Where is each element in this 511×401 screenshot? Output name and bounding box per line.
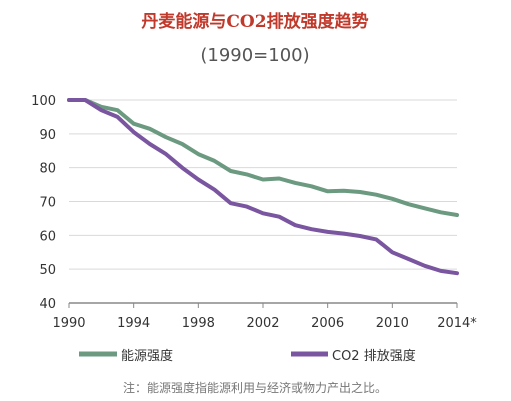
y-tick-label: 100 <box>31 94 56 109</box>
y-tick-label: 80 <box>39 162 56 177</box>
chart-title: 丹麦能源与CO2排放强度趋势 <box>141 11 368 32</box>
x-tick-label: 1994 <box>117 316 150 331</box>
x-tick-label: 2010 <box>376 316 409 331</box>
x-tick-label: 2006 <box>311 316 344 331</box>
y-tick-label: 70 <box>39 196 56 211</box>
co2-intensity-line <box>67 98 459 276</box>
chart-subtitle: (1990=100) <box>200 45 309 66</box>
y-tick-label: 50 <box>39 263 56 278</box>
energy-intensity-line <box>67 98 459 217</box>
legend-label-energy-intensity: 能源强度 <box>121 348 173 364</box>
x-tick-label: 2014* <box>437 316 477 331</box>
y-tick-label: 60 <box>39 229 56 244</box>
y-axis-ticks: 40 50 60 70 80 90 100 <box>31 94 56 312</box>
y-tick-label: 90 <box>39 128 56 143</box>
y-tick-label: 40 <box>39 297 56 312</box>
footnote: 注：能源强度指能源利用与经济或物力产出之比。 <box>123 380 387 395</box>
x-tick-label: 2002 <box>246 316 279 331</box>
x-tick-label: 1998 <box>182 316 215 331</box>
legend: 能源强度 CO2 排放强度 <box>79 348 416 364</box>
x-tick-label: 1990 <box>52 316 85 331</box>
series-lines <box>67 98 459 276</box>
legend-label-co2-intensity: CO2 排放强度 <box>332 348 416 364</box>
x-axis-ticks: 1990 1994 1998 2002 2006 2010 2014* <box>52 303 477 331</box>
